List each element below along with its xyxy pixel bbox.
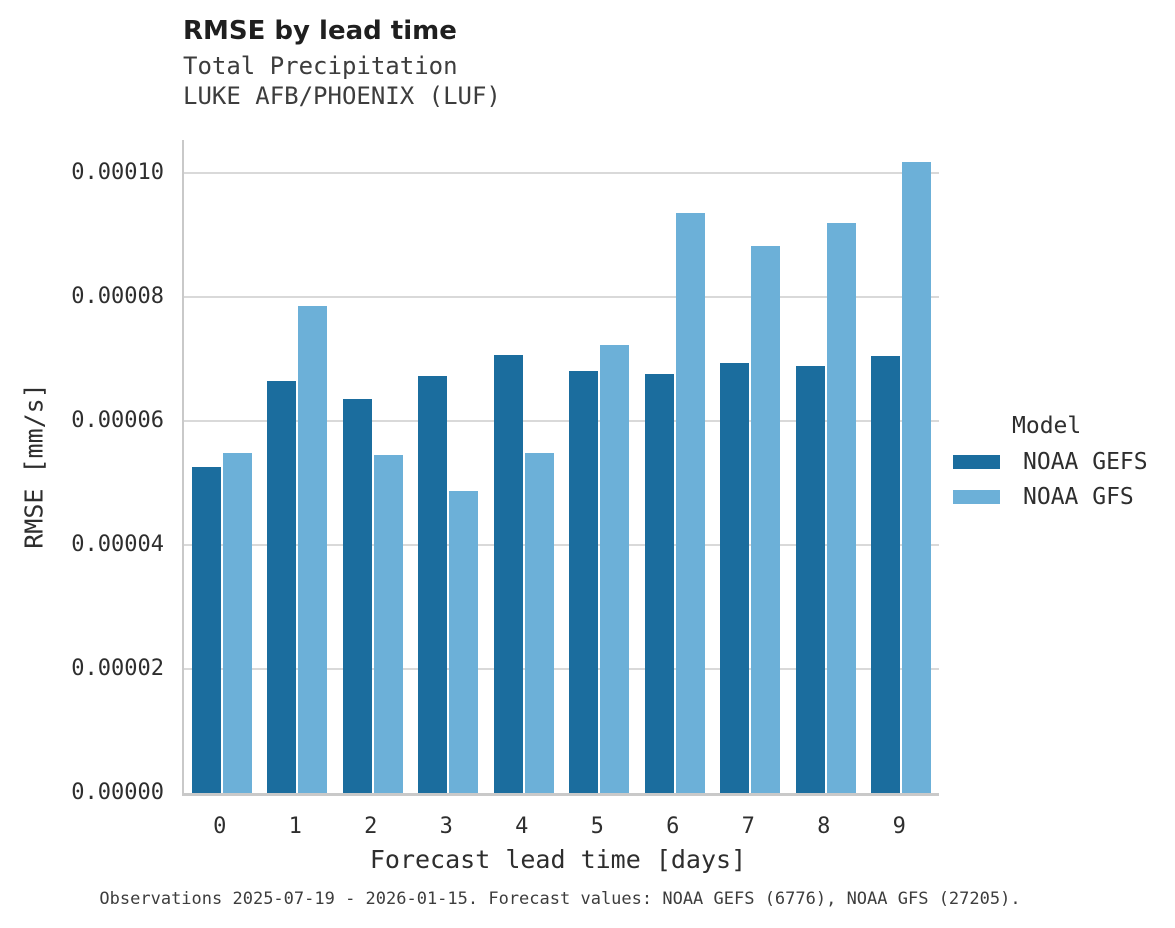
bar-noaa-gefs-day-8: [795, 365, 825, 793]
bar-noaa-gfs-day-5: [600, 345, 630, 793]
y-tick-label-0.00000: 0.00000: [71, 780, 164, 805]
bar-noaa-gfs-day-9: [902, 162, 932, 793]
bar-noaa-gefs-day-2: [342, 399, 372, 793]
bar-noaa-gefs-day-6: [644, 374, 674, 793]
legend-label: NOAA GEFS: [1023, 448, 1148, 475]
footer-caption: Observations 2025-07-19 - 2026-01-15. Fo…: [99, 889, 1021, 909]
y-tick-label-0.00010: 0.00010: [71, 159, 164, 185]
x-tick-label-8: 8: [817, 814, 831, 839]
bar-noaa-gefs-day-1: [267, 380, 297, 793]
legend-item-noaa-gfs: NOAA GFS: [948, 479, 1175, 514]
legend-item-noaa-gefs: NOAA GEFS: [948, 444, 1175, 479]
bar-noaa-gefs-day-3: [418, 375, 448, 793]
bar-noaa-gfs-day-7: [751, 246, 781, 793]
legend: Model NOAA GEFS NOAA GFS: [948, 408, 1175, 514]
bar-noaa-gfs-day-1: [298, 306, 328, 793]
legend-label: NOAA GFS: [1023, 483, 1134, 510]
x-tick-label-2: 2: [364, 814, 378, 839]
bar-noaa-gefs-day-5: [569, 371, 599, 793]
x-tick-label-0: 0: [213, 814, 227, 839]
bar-noaa-gfs-day-3: [449, 491, 479, 793]
legend-items: NOAA GEFS NOAA GFS: [948, 444, 1175, 514]
legend-title: Model: [1012, 413, 1082, 439]
legend-swatch-noaa-gfs: [953, 489, 1000, 504]
y-axis-title: RMSE [mm/s]: [19, 383, 49, 549]
y-tick-label-0.00006: 0.00006: [71, 407, 164, 433]
chart-subtitle-line-2: LUKE AFB/PHOENIX (LUF): [183, 82, 501, 110]
bar-noaa-gefs-day-9: [871, 355, 901, 793]
bar-noaa-gfs-day-2: [373, 455, 403, 793]
x-tick-label-4: 4: [515, 814, 529, 839]
bar-noaa-gfs-day-6: [675, 213, 705, 793]
gridline-y-0.00010: [184, 171, 939, 174]
bar-noaa-gfs-day-4: [524, 452, 554, 793]
gridline-y-0.00008: [184, 295, 939, 298]
gridline-y-0.00004: [184, 543, 939, 546]
x-axis-title: Forecast lead time [days]: [369, 845, 747, 874]
x-tick-label-5: 5: [590, 814, 604, 839]
bar-noaa-gefs-day-7: [720, 363, 750, 793]
y-tick-label-0.00004: 0.00004: [71, 531, 164, 557]
plot-area: [182, 140, 939, 796]
gridline-y-0.00002: [184, 667, 939, 670]
chart-subtitle-line-1: Total Precipitation: [183, 52, 458, 80]
bar-noaa-gfs-day-8: [826, 223, 856, 793]
bar-noaa-gfs-day-0: [222, 453, 252, 793]
y-tick-label-0.00008: 0.00008: [71, 283, 164, 309]
chart-title: RMSE by lead time: [183, 16, 457, 46]
legend-swatch-noaa-gefs: [953, 454, 1000, 469]
bar-noaa-gefs-day-4: [493, 355, 523, 793]
x-tick-label-1: 1: [288, 814, 302, 839]
x-tick-label-3: 3: [439, 814, 453, 839]
x-tick-label-6: 6: [666, 814, 680, 839]
gridline-y-0.00006: [184, 419, 939, 422]
bar-noaa-gefs-day-0: [191, 467, 221, 793]
x-tick-label-9: 9: [892, 814, 906, 839]
y-tick-label-0.00002: 0.00002: [71, 655, 164, 681]
x-tick-label-7: 7: [741, 814, 755, 839]
chart-subtitle: Total Precipitation LUKE AFB/PHOENIX (LUF…: [183, 51, 501, 111]
